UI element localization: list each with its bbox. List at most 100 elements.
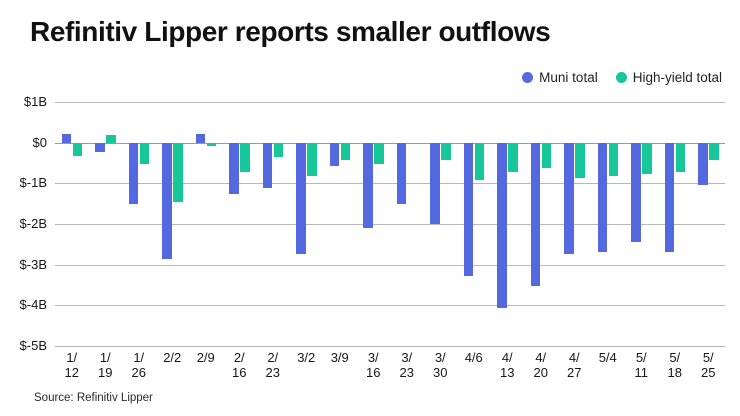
bar-group bbox=[457, 102, 491, 346]
x-axis-labels: 1/ 12 1/ 19 1/ 26 2/2 2/9 2/ 16 2/ 23 3/2 3/9 3/ … bbox=[55, 350, 725, 390]
bar-group bbox=[223, 102, 257, 346]
bar-muni-total[interactable] bbox=[329, 142, 339, 167]
bar-muni-total[interactable] bbox=[195, 133, 205, 143]
gridline bbox=[55, 224, 725, 225]
bar-high-yield-total[interactable] bbox=[575, 142, 585, 179]
x-axis-tick-label: 4/ 27 bbox=[567, 350, 582, 380]
bar-muni-total[interactable] bbox=[61, 133, 71, 143]
bar-group bbox=[156, 102, 190, 346]
bar-group bbox=[591, 102, 625, 346]
x-axis-tick-label: 1/ 19 bbox=[98, 350, 113, 380]
gridline bbox=[55, 346, 725, 347]
x-axis-tick-label: 3/ 23 bbox=[399, 350, 414, 380]
bar-high-yield-total[interactable] bbox=[474, 142, 484, 181]
bar-group bbox=[256, 102, 290, 346]
y-axis-tick-label: $-3B bbox=[19, 256, 47, 272]
bar-high-yield-total[interactable] bbox=[675, 142, 685, 172]
x-axis-tick-label: 2/9 bbox=[196, 350, 215, 365]
bar-muni-total[interactable] bbox=[497, 142, 507, 309]
x-axis-tick-label: 2/2 bbox=[163, 350, 182, 365]
legend-item-high-yield-total[interactable]: High-yield total bbox=[615, 70, 722, 85]
bar-group bbox=[491, 102, 525, 346]
x-axis-tick-label: 4/ 20 bbox=[533, 350, 548, 380]
bar-muni-total[interactable] bbox=[262, 142, 272, 189]
bar-high-yield-total[interactable] bbox=[642, 142, 652, 175]
legend-label-high-yield-total: High-yield total bbox=[632, 70, 722, 85]
y-axis-tick-label: $1B bbox=[23, 94, 47, 109]
bar-group bbox=[424, 102, 458, 346]
bar-group bbox=[357, 102, 391, 346]
bar-high-yield-total[interactable] bbox=[72, 142, 82, 157]
bar-group bbox=[390, 102, 424, 346]
plot-area: $1B $0 $-1B $-2B $-3B $-4B $-5B bbox=[20, 94, 725, 353]
bar-muni-total[interactable] bbox=[95, 142, 105, 152]
legend-dot-icon bbox=[615, 72, 627, 83]
bar-group bbox=[122, 102, 156, 346]
x-axis-tick-label: 4/ 13 bbox=[500, 350, 515, 380]
bar-group bbox=[55, 102, 89, 346]
bar-high-yield-total[interactable] bbox=[206, 142, 216, 146]
y-axis-tick-label: $-5B bbox=[19, 338, 47, 353]
bar-muni-total[interactable] bbox=[597, 142, 607, 253]
bar-high-yield-total[interactable] bbox=[340, 142, 350, 160]
y-axis-tick-label: $-1B bbox=[19, 175, 47, 191]
bar-group bbox=[625, 102, 659, 346]
bar-high-yield-total[interactable] bbox=[374, 142, 384, 165]
bar-muni-total[interactable] bbox=[296, 142, 306, 255]
gridline bbox=[55, 264, 725, 266]
x-axis-tick-label: 3/9 bbox=[330, 350, 349, 365]
bar-high-yield-total[interactable] bbox=[106, 134, 116, 143]
x-axis-tick-label: 3/ 30 bbox=[433, 350, 448, 380]
bar-high-yield-total[interactable] bbox=[608, 142, 618, 176]
bar-muni-total[interactable] bbox=[664, 142, 674, 252]
bar-muni-total[interactable] bbox=[396, 142, 406, 204]
bar-group bbox=[658, 102, 692, 346]
legend-dot-icon bbox=[522, 72, 534, 83]
chart-legend: Muni total High-yield total bbox=[522, 70, 722, 85]
bar-muni-total[interactable] bbox=[162, 142, 172, 260]
bar-muni-total[interactable] bbox=[430, 142, 440, 224]
bar-group bbox=[89, 102, 123, 346]
x-axis-tick-label: 4/6 bbox=[464, 350, 483, 365]
x-axis-tick-label: 5/ 25 bbox=[701, 350, 716, 380]
bar-group bbox=[323, 102, 357, 346]
bar-muni-total[interactable] bbox=[363, 142, 373, 229]
y-axis-tick-label: $0 bbox=[32, 134, 47, 150]
legend-label-muni-total: Muni total bbox=[539, 70, 598, 85]
bar-high-yield-total[interactable] bbox=[541, 142, 551, 169]
bar-high-yield-total[interactable] bbox=[173, 142, 183, 203]
x-axis-tick-label: 2/ 16 bbox=[232, 350, 247, 380]
x-axis-tick-label: 5/ 18 bbox=[667, 350, 682, 380]
bar-high-yield-total[interactable] bbox=[508, 142, 518, 172]
legend-item-muni-total[interactable]: Muni total bbox=[522, 70, 598, 85]
page-title: Refinitiv Lipper reports smaller outflow… bbox=[30, 16, 551, 47]
x-axis-tick-label: 1/ 26 bbox=[131, 350, 146, 380]
bar-series-container bbox=[55, 102, 725, 346]
bar-high-yield-total[interactable] bbox=[139, 142, 149, 164]
bar-group bbox=[524, 102, 558, 346]
bar-high-yield-total[interactable] bbox=[709, 142, 719, 160]
bar-high-yield-total[interactable] bbox=[240, 142, 250, 173]
y-axis-tick-label: $-4B bbox=[19, 297, 47, 313]
bar-high-yield-total[interactable] bbox=[307, 142, 317, 176]
gridline bbox=[55, 102, 725, 103]
x-axis-tick-label: 5/ 11 bbox=[634, 350, 649, 380]
x-axis-tick-label: 5/4 bbox=[598, 350, 617, 365]
bar-group bbox=[692, 102, 726, 346]
bar-muni-total[interactable] bbox=[463, 142, 473, 276]
bar-group bbox=[558, 102, 592, 346]
bar-muni-total[interactable] bbox=[128, 142, 138, 204]
gridline bbox=[55, 183, 725, 185]
bar-muni-total[interactable] bbox=[698, 142, 708, 185]
bar-muni-total[interactable] bbox=[564, 142, 574, 255]
gridline bbox=[55, 142, 725, 144]
bar-high-yield-total[interactable] bbox=[441, 142, 451, 160]
bar-muni-total[interactable] bbox=[530, 142, 540, 287]
source-note: Source: Refinitiv Lipper bbox=[34, 392, 153, 404]
bar-muni-total[interactable] bbox=[631, 142, 641, 243]
bar-muni-total[interactable] bbox=[229, 142, 239, 195]
x-axis-tick-label: 3/ 16 bbox=[366, 350, 381, 380]
y-axis-tick-label: $-2B bbox=[19, 216, 47, 231]
bar-high-yield-total[interactable] bbox=[273, 142, 283, 157]
